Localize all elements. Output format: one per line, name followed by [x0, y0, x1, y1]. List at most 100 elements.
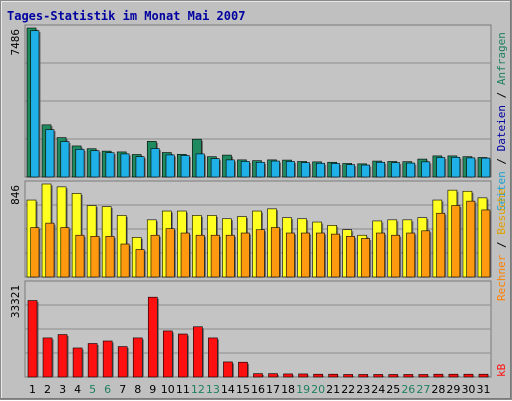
- bar-besuche-12: [195, 234, 205, 278]
- bar-kb-21: [328, 373, 338, 378]
- x-tick-label-17: 17: [266, 383, 280, 396]
- bar-kb-4: [72, 347, 83, 378]
- x-tick-label-30: 30: [461, 383, 475, 396]
- bar-dateien-5: [90, 150, 100, 178]
- bar-kb-1: [27, 300, 38, 378]
- bar-kb-8: [132, 337, 143, 378]
- bar-besuche-22: [346, 236, 355, 278]
- x-tick-label-4: 4: [74, 383, 81, 396]
- bar-besuche-3: [60, 227, 70, 278]
- bar-besuche-6: [105, 236, 115, 278]
- bar-dateien-22: [346, 164, 355, 178]
- bar-besuche-29: [451, 205, 461, 278]
- x-tick-label-22: 22: [341, 383, 355, 396]
- legend-middle: Rechner / Besuche: [495, 188, 508, 301]
- bar-besuche-5: [90, 236, 100, 278]
- bar-kb-19: [298, 373, 308, 378]
- bar-dateien-21: [331, 163, 340, 178]
- bar-dateien-24: [376, 161, 386, 178]
- bar-kb-18: [283, 373, 293, 378]
- bar-besuche-27: [421, 230, 431, 278]
- x-tick-label-5: 5: [89, 383, 96, 396]
- bar-dateien-16: [255, 161, 265, 178]
- bar-kb-2: [42, 337, 53, 378]
- bar-besuche-8: [135, 249, 145, 278]
- bar-besuche-24: [376, 232, 386, 278]
- x-tick-label-11: 11: [176, 383, 190, 396]
- bar-dateien-31: [481, 157, 491, 178]
- x-tick-label-19: 19: [296, 383, 310, 396]
- x-tick-label-16: 16: [251, 383, 265, 396]
- bar-dateien-12: [195, 153, 205, 178]
- bar-kb-27: [418, 374, 429, 378]
- bar-besuche-11: [180, 232, 190, 278]
- chart-title: Tages-Statistik im Monat Mai 2007: [7, 9, 246, 23]
- bar-kb-31: [478, 373, 489, 378]
- bar-besuche-10: [165, 228, 175, 278]
- bar-kb-29: [448, 373, 459, 378]
- bar-besuche-15: [240, 232, 250, 278]
- bar-dateien-14: [225, 159, 235, 178]
- bar-kb-12: [193, 326, 203, 378]
- bar-besuche-21: [331, 233, 340, 278]
- x-tick-label-10: 10: [161, 383, 175, 396]
- x-tick-label-7: 7: [119, 383, 126, 396]
- bar-besuche-19: [300, 232, 310, 278]
- y-max-label: 7486: [9, 29, 22, 56]
- bar-besuche-20: [316, 232, 325, 278]
- bar-kb-25: [388, 374, 399, 378]
- bar-kb-30: [463, 373, 474, 378]
- x-tick-label-25: 25: [386, 383, 400, 396]
- x-tick-label-28: 28: [431, 383, 445, 396]
- bar-dateien-7: [120, 153, 130, 178]
- bar-kb-6: [102, 340, 113, 378]
- legend-top: Seiten / Dateien / Anfragen: [495, 32, 508, 211]
- x-tick-label-6: 6: [104, 383, 111, 396]
- bar-besuche-26: [406, 232, 416, 278]
- bar-kb-20: [313, 373, 323, 378]
- x-tick-label-13: 13: [206, 383, 220, 396]
- x-tick-label-14: 14: [221, 383, 235, 396]
- bar-kb-5: [87, 343, 98, 378]
- x-tick-label-15: 15: [236, 383, 250, 396]
- bar-dateien-20: [316, 162, 325, 178]
- bar-dateien-4: [75, 149, 85, 178]
- x-tick-label-27: 27: [416, 383, 430, 396]
- bar-dateien-19: [300, 162, 310, 178]
- x-tick-label-9: 9: [149, 383, 156, 396]
- x-tick-label-18: 18: [281, 383, 295, 396]
- bar-kb-15: [238, 361, 248, 378]
- x-tick-label-23: 23: [356, 383, 370, 396]
- bar-dateien-1: [30, 30, 40, 178]
- bar-kb-22: [343, 374, 354, 378]
- bar-kb-24: [373, 374, 384, 378]
- bar-besuche-18: [285, 232, 295, 278]
- bar-kb-7: [117, 346, 128, 378]
- bar-besuche-30: [466, 200, 476, 278]
- bar-kb-26: [403, 374, 414, 378]
- x-tick-label-20: 20: [311, 383, 325, 396]
- bar-besuche-25: [391, 234, 401, 278]
- bar-kb-16: [253, 373, 263, 378]
- bar-dateien-8: [135, 156, 145, 178]
- bar-dateien-30: [466, 157, 476, 178]
- bar-kb-17: [268, 373, 278, 378]
- x-tick-label-26: 26: [401, 383, 415, 396]
- y-max-label: 33321: [9, 285, 22, 318]
- bar-besuche-9: [150, 234, 160, 278]
- bar-kb-11: [178, 333, 188, 378]
- bar-besuche-23: [361, 238, 370, 278]
- bar-besuche-14: [225, 234, 235, 278]
- bar-besuche-17: [270, 227, 280, 278]
- bar-dateien-23: [361, 164, 370, 178]
- bar-besuche-16: [255, 229, 265, 278]
- x-tick-label-1: 1: [29, 383, 36, 396]
- bar-besuche-28: [436, 212, 446, 278]
- bar-besuche-2: [45, 222, 55, 278]
- x-tick-label-31: 31: [476, 383, 490, 396]
- x-tick-label-21: 21: [326, 383, 340, 396]
- bar-dateien-6: [105, 152, 115, 178]
- bar-kb-3: [57, 334, 68, 378]
- bar-dateien-10: [165, 154, 175, 178]
